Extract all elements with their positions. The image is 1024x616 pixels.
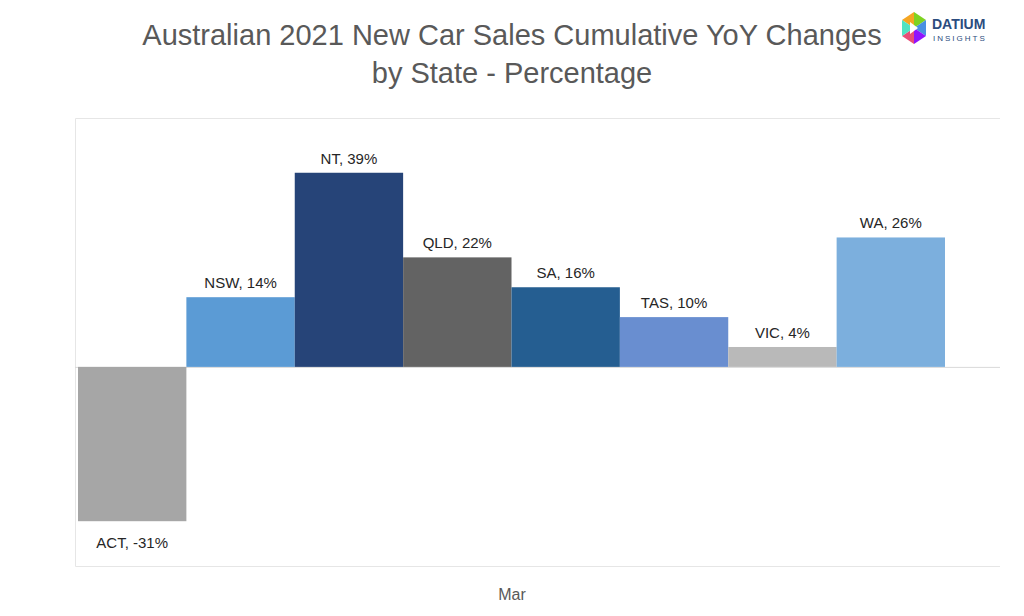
bar (512, 287, 620, 367)
logo-text: DATIUM (932, 16, 985, 32)
data-label: SA, 16% (537, 264, 595, 281)
bar (837, 237, 945, 366)
bar (78, 367, 186, 521)
data-labels: ACT, -31% NSW, 14% NT, 39% QLD, 22% SA, 16% T… (96, 150, 921, 551)
bar (186, 297, 294, 367)
chart: Australian 2021 New Car Sales Cumulative… (0, 0, 1024, 616)
x-axis-label: Mar (498, 586, 526, 603)
data-label: NT, 39% (321, 150, 378, 167)
bar (620, 317, 728, 367)
logo-text: INSIGHTS (933, 34, 987, 43)
logo: DATIUM INSIGHTS (902, 12, 987, 44)
title-line: by State - Percentage (372, 57, 653, 89)
data-label: VIC, 4% (755, 324, 810, 341)
data-label: WA, 26% (860, 214, 922, 231)
bars (78, 173, 945, 521)
data-label: ACT, -31% (96, 534, 168, 551)
data-label: TAS, 10% (641, 294, 707, 311)
y-axis (75, 119, 1000, 567)
y-axis-line (76, 119, 1001, 567)
title: Australian 2021 New Car Sales Cumulative… (142, 19, 881, 89)
bar (728, 347, 836, 367)
data-label: QLD, 22% (423, 234, 492, 251)
grid-line (75, 367, 1000, 368)
bar (295, 173, 403, 367)
logo-shape (910, 22, 918, 34)
data-label: NSW, 14% (204, 274, 277, 291)
bar (403, 257, 511, 367)
title-line: Australian 2021 New Car Sales Cumulative… (142, 19, 881, 51)
y-tick (75, 367, 1000, 368)
logo-shape (914, 28, 926, 44)
